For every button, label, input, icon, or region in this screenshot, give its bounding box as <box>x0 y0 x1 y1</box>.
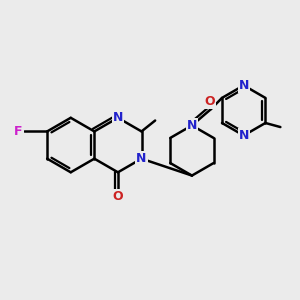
Text: N: N <box>187 119 197 132</box>
Text: N: N <box>136 152 147 165</box>
Text: O: O <box>205 95 215 108</box>
Text: F: F <box>14 125 23 138</box>
Text: N: N <box>238 79 249 92</box>
Text: N: N <box>113 111 123 124</box>
Text: O: O <box>112 190 123 203</box>
Text: N: N <box>238 129 249 142</box>
